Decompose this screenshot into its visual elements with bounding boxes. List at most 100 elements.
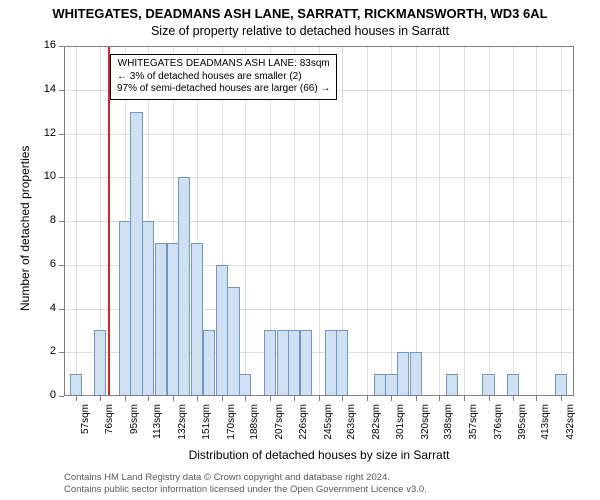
x-tick bbox=[319, 396, 320, 401]
x-tick-label: 357sqm bbox=[468, 404, 479, 444]
y-tick bbox=[59, 265, 64, 266]
x-gridline bbox=[464, 46, 465, 396]
y-tick-label: 2 bbox=[30, 345, 56, 357]
x-tick bbox=[489, 396, 490, 401]
y-tick-label: 16 bbox=[30, 39, 56, 51]
x-gridline bbox=[489, 46, 490, 396]
y-tick-label: 12 bbox=[30, 127, 56, 139]
x-tick-label: 263sqm bbox=[346, 404, 357, 444]
histogram-bar bbox=[300, 330, 312, 396]
histogram-bar bbox=[446, 374, 458, 396]
y-tick bbox=[59, 134, 64, 135]
histogram-bar bbox=[94, 330, 106, 396]
x-tick-label: 376sqm bbox=[493, 404, 504, 444]
x-tick-label: 188sqm bbox=[249, 404, 260, 444]
x-tick bbox=[294, 396, 295, 401]
x-gridline bbox=[76, 46, 77, 396]
x-tick-label: 338sqm bbox=[443, 404, 454, 444]
y-tick-label: 14 bbox=[30, 83, 56, 95]
histogram-bar bbox=[130, 112, 142, 396]
y-tick-label: 10 bbox=[30, 170, 56, 182]
x-tick bbox=[367, 396, 368, 401]
y-tick bbox=[59, 352, 64, 353]
x-tick-label: 95sqm bbox=[129, 404, 140, 444]
x-gridline bbox=[367, 46, 368, 396]
x-tick-label: 432sqm bbox=[565, 404, 576, 444]
x-tick bbox=[464, 396, 465, 401]
x-gridline bbox=[513, 46, 514, 396]
x-gridline bbox=[561, 46, 562, 396]
histogram-bar bbox=[507, 374, 519, 396]
histogram-bar bbox=[70, 374, 82, 396]
histogram-bar bbox=[264, 330, 276, 396]
chart-title: WHITEGATES, DEADMANS ASH LANE, SARRATT, … bbox=[0, 6, 600, 21]
histogram-bar bbox=[227, 287, 239, 396]
x-tick bbox=[391, 396, 392, 401]
histogram-bar bbox=[191, 243, 203, 396]
y-tick bbox=[59, 396, 64, 397]
histogram-bar bbox=[277, 330, 289, 396]
x-tick bbox=[76, 396, 77, 401]
x-tick-label: 76sqm bbox=[104, 404, 115, 444]
x-axis-label: Distribution of detached houses by size … bbox=[64, 448, 574, 462]
x-gridline bbox=[416, 46, 417, 396]
annotation-line: WHITEGATES DEADMANS ASH LANE: 83sqm bbox=[117, 58, 330, 71]
histogram-bar bbox=[374, 374, 386, 396]
histogram-bar bbox=[397, 352, 409, 396]
x-tick-label: 320sqm bbox=[420, 404, 431, 444]
y-tick bbox=[59, 177, 64, 178]
x-tick bbox=[100, 396, 101, 401]
x-tick bbox=[125, 396, 126, 401]
x-tick-label: 57sqm bbox=[80, 404, 91, 444]
footer-line-2: Contains public sector information licen… bbox=[64, 484, 427, 495]
histogram-bar bbox=[555, 374, 567, 396]
x-gridline bbox=[439, 46, 440, 396]
annotation-box: WHITEGATES DEADMANS ASH LANE: 83sqm← 3% … bbox=[110, 54, 337, 100]
histogram-bar bbox=[119, 221, 131, 396]
x-tick bbox=[513, 396, 514, 401]
y-tick bbox=[59, 90, 64, 91]
x-tick bbox=[173, 396, 174, 401]
histogram-bar bbox=[336, 330, 348, 396]
x-tick bbox=[439, 396, 440, 401]
histogram-bar bbox=[288, 330, 300, 396]
y-tick-label: 4 bbox=[30, 302, 56, 314]
x-tick bbox=[416, 396, 417, 401]
x-tick-label: 132sqm bbox=[177, 404, 188, 444]
annotation-line: 97% of semi-detached houses are larger (… bbox=[117, 83, 330, 96]
histogram-bar bbox=[385, 374, 397, 396]
x-tick bbox=[342, 396, 343, 401]
chart-container: WHITEGATES, DEADMANS ASH LANE, SARRATT, … bbox=[0, 0, 600, 500]
x-tick bbox=[561, 396, 562, 401]
x-tick-label: 170sqm bbox=[226, 404, 237, 444]
footer-line-1: Contains HM Land Registry data © Crown c… bbox=[64, 472, 390, 483]
histogram-bar bbox=[155, 243, 167, 396]
x-tick bbox=[245, 396, 246, 401]
y-tick bbox=[59, 46, 64, 47]
y-tick-label: 0 bbox=[30, 389, 56, 401]
histogram-bar bbox=[239, 374, 251, 396]
histogram-bar bbox=[482, 374, 494, 396]
x-tick bbox=[197, 396, 198, 401]
x-tick-label: 207sqm bbox=[274, 404, 285, 444]
x-tick-label: 282sqm bbox=[371, 404, 382, 444]
x-tick-label: 301sqm bbox=[395, 404, 406, 444]
x-tick-label: 151sqm bbox=[201, 404, 212, 444]
x-tick-label: 226sqm bbox=[298, 404, 309, 444]
y-tick-label: 8 bbox=[30, 214, 56, 226]
histogram-bar bbox=[325, 330, 337, 396]
histogram-bar bbox=[167, 243, 179, 396]
histogram-bar bbox=[410, 352, 422, 396]
x-tick-label: 113sqm bbox=[152, 404, 163, 444]
x-tick bbox=[222, 396, 223, 401]
x-gridline bbox=[536, 46, 537, 396]
histogram-bar bbox=[178, 177, 190, 396]
y-tick-label: 6 bbox=[30, 258, 56, 270]
y-tick bbox=[59, 309, 64, 310]
y-tick bbox=[59, 221, 64, 222]
histogram-bar bbox=[142, 221, 154, 396]
x-gridline bbox=[391, 46, 392, 396]
x-tick-label: 245sqm bbox=[323, 404, 334, 444]
x-tick bbox=[270, 396, 271, 401]
histogram-bar bbox=[203, 330, 215, 396]
